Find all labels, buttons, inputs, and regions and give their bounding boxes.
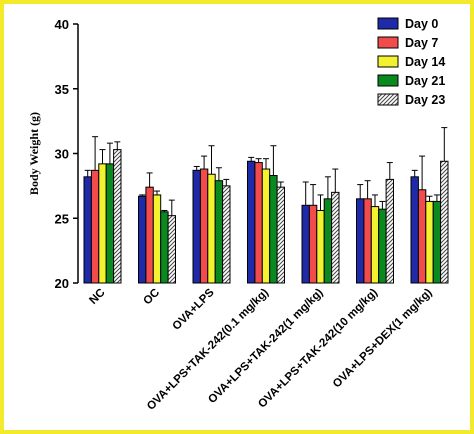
bar-day-21 bbox=[269, 175, 278, 284]
x-category-label: OVA+LPS+TAK-242(10 mg/kg) bbox=[256, 287, 380, 411]
bar-day-0 bbox=[410, 176, 419, 284]
y-tick-label: 30 bbox=[55, 147, 69, 162]
bar-day-14 bbox=[370, 206, 380, 284]
bar-day-21 bbox=[378, 208, 387, 284]
bar-day-0 bbox=[138, 195, 147, 284]
bar-day-7 bbox=[417, 189, 427, 284]
bar-day-0 bbox=[192, 169, 201, 284]
bar-day-23 bbox=[167, 215, 177, 284]
x-category-label: OVA+LPS+TAK-242(1 mg/kg) bbox=[206, 287, 325, 406]
legend-swatch bbox=[377, 93, 399, 106]
y-tick-label: 20 bbox=[55, 276, 69, 291]
bar-day-21 bbox=[214, 180, 224, 284]
legend-label: Day 23 bbox=[405, 93, 445, 107]
legend-swatch bbox=[377, 36, 399, 49]
x-category-label: OVA+LPS+TAK-242(0.1 mg/kg) bbox=[145, 287, 271, 413]
bar-day-0 bbox=[83, 176, 92, 284]
bar-day-21 bbox=[160, 211, 169, 284]
x-category-label: OVA+LPS+DEX(1 mg/kg) bbox=[331, 287, 435, 391]
bar-day-23 bbox=[113, 149, 122, 284]
bar-day-7 bbox=[308, 204, 318, 284]
bar-day-23 bbox=[331, 191, 340, 284]
legend-swatch bbox=[377, 55, 399, 68]
legend-swatch bbox=[377, 17, 399, 30]
bar-day-23 bbox=[385, 178, 395, 284]
legend-label: Day 0 bbox=[405, 17, 438, 31]
bar-day-0 bbox=[356, 198, 365, 284]
y-axis-title: Body Weight (g) bbox=[27, 112, 41, 195]
bar-day-21 bbox=[105, 163, 115, 284]
legend-swatch bbox=[377, 74, 399, 87]
bar-day-14 bbox=[261, 168, 271, 284]
x-category-label: OC bbox=[141, 287, 162, 308]
bar-day-14 bbox=[425, 200, 434, 284]
bar-day-14 bbox=[207, 173, 216, 284]
bar-day-7 bbox=[254, 162, 263, 284]
y-tick-label: 40 bbox=[55, 17, 69, 32]
bar-day-23 bbox=[440, 160, 449, 284]
bar-day-23 bbox=[222, 185, 231, 284]
bar-day-14 bbox=[152, 194, 162, 284]
bar-day-21 bbox=[432, 200, 442, 284]
x-category-label: NC bbox=[87, 287, 107, 307]
legend-label: Day 14 bbox=[405, 55, 445, 69]
y-tick-label: 25 bbox=[55, 211, 69, 226]
bar-day-23 bbox=[276, 186, 286, 284]
bar-day-7 bbox=[145, 186, 154, 284]
bar-day-21 bbox=[323, 198, 333, 284]
legend-label: Day 21 bbox=[405, 74, 445, 88]
bar-day-7 bbox=[199, 168, 209, 284]
legend-label: Day 7 bbox=[405, 36, 438, 50]
bar-day-0 bbox=[247, 160, 256, 284]
bar-day-7 bbox=[363, 198, 372, 284]
bar-day-14 bbox=[316, 209, 325, 284]
y-tick-label: 35 bbox=[55, 82, 69, 97]
bar-day-7 bbox=[90, 169, 100, 284]
bar-day-14 bbox=[98, 163, 107, 284]
bar-day-0 bbox=[301, 204, 310, 284]
x-category-label: OVA+LPS bbox=[171, 286, 217, 332]
